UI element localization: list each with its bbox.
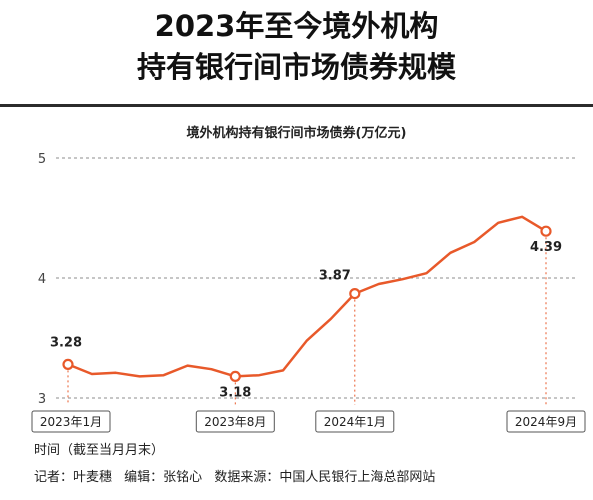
data-point-2023-01 [62, 358, 74, 370]
x-tick-label-2024-01: 2024年1月 [324, 415, 386, 429]
x-tick-label-2024-09: 2024年9月 [515, 415, 577, 429]
editor-credit: 编辑：张铭心 [124, 470, 203, 485]
y-tick-label-4: 4 [38, 272, 46, 287]
y-tick-label-3: 3 [38, 392, 46, 407]
data-label-2024-09: 4.39 [530, 240, 562, 255]
main-title-line-1: 2023年至今境外机构 [154, 9, 439, 43]
main-title-line-2: 持有银行间市场债券规模 [136, 50, 456, 84]
data-point-2024-01 [349, 288, 361, 300]
x-tick-box-2024-01 [315, 410, 395, 433]
x-axis-label: 时间（截至当月月末） [34, 443, 165, 458]
data-label-2024-01: 3.87 [319, 269, 351, 284]
reporter-credit: 记者：叶麦穗 [34, 470, 113, 485]
x-tick-box-2023-08 [195, 410, 275, 433]
x-tick-label-2023-08: 2023年8月 [204, 415, 266, 429]
data-label-2023-08: 3.18 [219, 385, 251, 400]
x-tick-box-2023-01 [31, 410, 111, 433]
data-point-2023-08 [229, 370, 241, 382]
footer: 记者：叶麦穗 编辑：张铭心 数据来源：中国人民银行上海总部网站 [34, 466, 443, 485]
x-tick-label-2023-01: 2023年1月 [40, 415, 102, 429]
y-tick-label-5: 5 [38, 152, 46, 167]
title-divider [0, 104, 593, 107]
data-label-2023-01: 3.28 [50, 335, 82, 350]
x-tick-box-2024-09 [506, 410, 586, 433]
data-source: 数据来源：中国人民银行上海总部网站 [214, 470, 436, 485]
series-line [66, 215, 548, 378]
chart-title: 境外机构持有银行间市场债券(万亿元) [186, 126, 407, 141]
data-point-2024-09 [540, 225, 552, 237]
